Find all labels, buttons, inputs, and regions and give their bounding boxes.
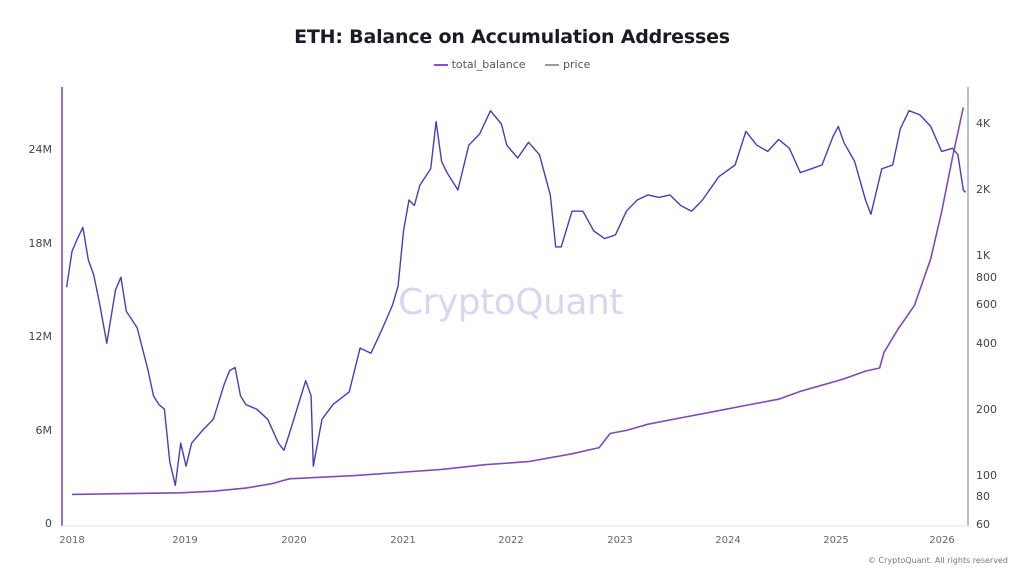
y-right-tick: 800 bbox=[976, 271, 997, 284]
y-right-tick: 2K bbox=[976, 183, 991, 196]
y-left-tick: 6M bbox=[35, 424, 53, 437]
y-left-tick: 18M bbox=[28, 237, 53, 250]
x-tick: 2023 bbox=[607, 535, 633, 546]
y-right-tick: 600 bbox=[976, 298, 997, 311]
y-right-tick: 400 bbox=[976, 337, 997, 350]
legend-swatch-total-balance bbox=[433, 64, 448, 66]
y-right-tick: 60 bbox=[976, 518, 990, 531]
copyright-notice: © CryptoQuant. All rights reserved bbox=[868, 556, 1008, 565]
legend-item-total-balance[interactable]: total_balance bbox=[433, 58, 526, 71]
y-right-tick: 200 bbox=[976, 403, 997, 416]
total-balance-line bbox=[71, 107, 965, 496]
y-right-tick: 100 bbox=[976, 469, 997, 482]
chart-title: ETH: Balance on Accumulation Addresses bbox=[294, 26, 730, 48]
x-tick: 2022 bbox=[498, 535, 524, 546]
legend-swatch-price bbox=[545, 64, 560, 66]
x-tick: 2020 bbox=[281, 535, 307, 546]
legend-label-price: price bbox=[563, 58, 591, 71]
price-line bbox=[65, 109, 967, 486]
y-left-tick: 24M bbox=[28, 143, 53, 156]
x-tick: 2025 bbox=[823, 535, 849, 546]
watermark: CryptoQuant bbox=[398, 282, 623, 323]
y-right-tick: 4K bbox=[976, 117, 991, 130]
y-left-tick: 0 bbox=[45, 517, 52, 530]
x-tick: 2026 bbox=[929, 535, 955, 546]
y-left-tick: 12M bbox=[28, 330, 53, 343]
legend-label-total-balance: total_balance bbox=[451, 58, 526, 71]
y-right-tick: 1K bbox=[976, 249, 991, 262]
legend-item-price[interactable]: price bbox=[545, 58, 590, 71]
chart-legend: total_balance price bbox=[0, 58, 1024, 71]
y-right-tick: 80 bbox=[976, 490, 990, 503]
x-tick: 2018 bbox=[59, 535, 85, 546]
x-tick: 2019 bbox=[172, 535, 198, 546]
x-tick: 2024 bbox=[715, 535, 741, 546]
x-tick: 2021 bbox=[390, 535, 416, 546]
